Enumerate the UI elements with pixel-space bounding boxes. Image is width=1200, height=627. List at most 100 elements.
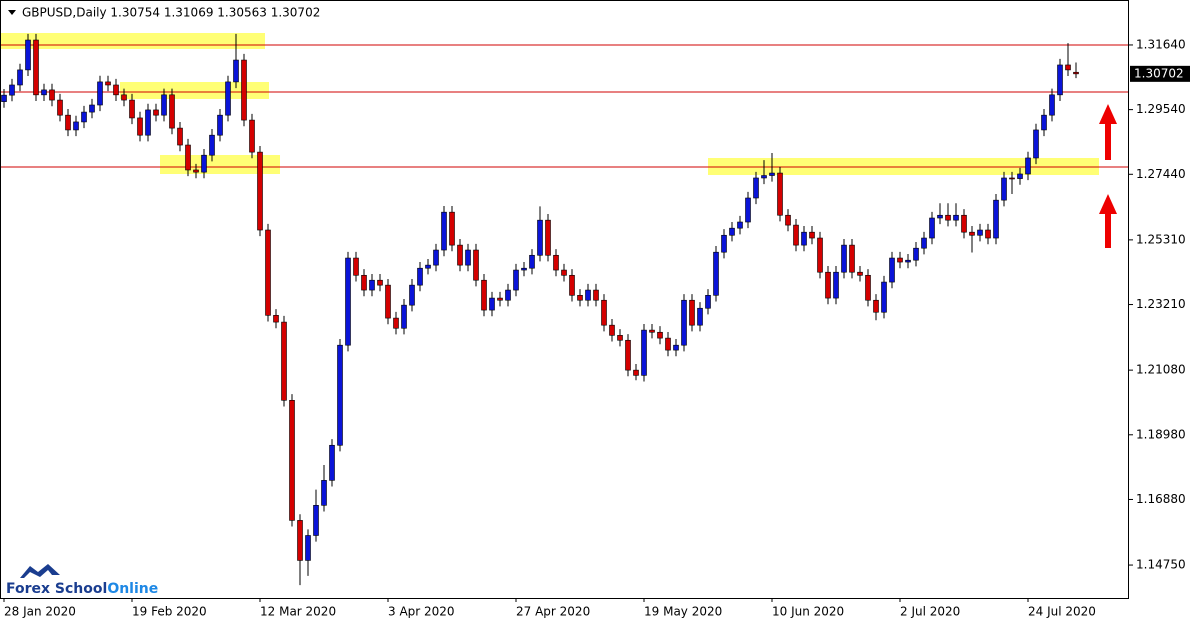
candle-body: [905, 259, 911, 263]
candle-body: [465, 249, 471, 266]
candle-body: [681, 299, 687, 346]
candle-body: [1017, 173, 1023, 179]
arrow-head: [1099, 194, 1117, 214]
x-tick-label: 2 Jul 2020: [900, 605, 960, 619]
candle-body: [865, 274, 871, 301]
candle-body: [441, 211, 447, 251]
candle-body: [489, 297, 495, 311]
plot-frame: [0, 0, 1129, 599]
candle-body: [1073, 71, 1079, 75]
candle-body: [129, 99, 135, 119]
candle-body: [17, 69, 23, 86]
candle-body: [897, 257, 903, 263]
candle-body: [873, 299, 879, 313]
candle-body: [1025, 157, 1031, 175]
candle-body: [497, 297, 503, 301]
candle-body: [857, 271, 863, 276]
candle-body: [73, 121, 79, 131]
candle-body: [137, 117, 143, 136]
chart-title: GBPUSD,Daily 1.30754 1.31069 1.30563 1.3…: [22, 6, 320, 20]
candle-body: [177, 127, 183, 146]
candle-body: [249, 119, 255, 153]
candle-body: [225, 81, 231, 116]
arrow-shaft: [1105, 120, 1111, 160]
x-tick-label: 10 Jun 2020: [772, 605, 844, 619]
candle-body: [689, 299, 695, 326]
candle-body: [65, 114, 71, 131]
candle-body: [945, 214, 951, 221]
candle-body: [161, 94, 167, 116]
candle-body: [585, 289, 591, 301]
candle-body: [169, 94, 175, 129]
candle-body: [889, 257, 895, 283]
candle-body: [121, 94, 127, 101]
candle-body: [977, 229, 983, 236]
candle-body: [1009, 177, 1015, 180]
candle-body: [265, 229, 271, 316]
candle-body: [353, 257, 359, 276]
logo: Forex SchoolOnline: [6, 564, 158, 597]
candle-body: [305, 535, 311, 561]
candle-body: [577, 295, 583, 301]
candle-body: [321, 480, 327, 506]
candle-body: [57, 99, 63, 116]
candle-body: [41, 89, 47, 96]
candle-body: [233, 59, 239, 83]
candle-body: [601, 299, 607, 326]
candle-body: [217, 114, 223, 136]
candle-body: [113, 84, 119, 96]
logo-part: Forex School: [6, 581, 107, 597]
candle-body: [625, 339, 631, 371]
candle-body: [705, 295, 711, 309]
candle-body: [545, 219, 551, 256]
candle-body: [241, 59, 247, 121]
candle-body: [881, 281, 887, 313]
candle-body: [377, 279, 383, 286]
candle-body: [745, 197, 751, 223]
candle-body: [929, 217, 935, 239]
x-tick-label: 27 Apr 2020: [516, 605, 590, 619]
candle-body: [417, 267, 423, 286]
candles: [1, 33, 1079, 586]
candle-body: [425, 264, 431, 269]
y-tick-label: 1.18980: [1136, 427, 1186, 441]
x-tick-label: 12 Mar 2020: [260, 605, 336, 619]
y-tick-label: 1.14750: [1136, 558, 1186, 572]
candle-body: [969, 231, 975, 236]
candle-body: [609, 324, 615, 336]
candle-body: [9, 84, 15, 96]
candle-body: [697, 307, 703, 326]
candle-body: [481, 279, 487, 311]
candle-body: [729, 227, 735, 236]
candle-body: [641, 329, 647, 376]
candle-body: [105, 81, 111, 86]
candle-body: [801, 231, 807, 246]
candle-body: [825, 271, 831, 299]
candle-body: [537, 219, 543, 256]
candle-body: [33, 39, 39, 96]
candle-body: [313, 505, 319, 536]
candle-body: [553, 254, 559, 271]
candle-body: [401, 304, 407, 329]
arrow-head: [1099, 104, 1117, 124]
candle-body: [521, 267, 527, 271]
arrows: [1099, 104, 1117, 248]
candle-body: [409, 284, 415, 306]
candle-body: [473, 249, 479, 281]
y-tick-label: 1.21080: [1136, 363, 1186, 377]
candle-body: [457, 244, 463, 266]
candle-body: [385, 284, 391, 319]
last-price-box: [1130, 65, 1190, 82]
x-tick-label: 3 Apr 2020: [388, 605, 455, 619]
candle-body: [561, 269, 567, 276]
candle-body: [337, 344, 343, 446]
candle-body: [1049, 94, 1055, 116]
candle-body: [785, 214, 791, 226]
candle-body: [833, 271, 839, 299]
logo-part: Online: [107, 581, 158, 597]
candle-body: [361, 274, 367, 291]
candle-body: [1041, 114, 1047, 131]
candle-body: [985, 229, 991, 239]
